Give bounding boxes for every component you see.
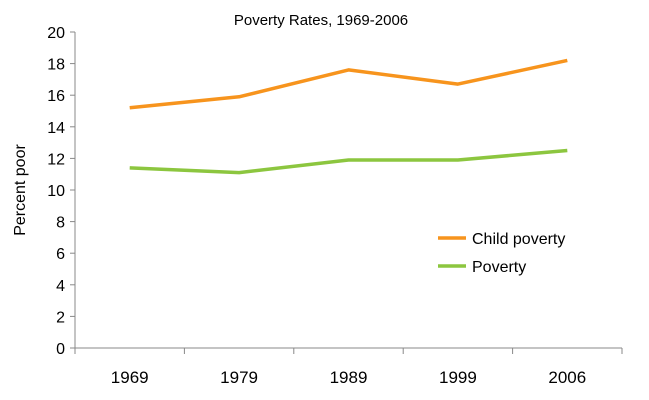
x-tick-label: 1979 <box>220 368 258 387</box>
series-group <box>129 58 568 175</box>
y-tick-label: 20 <box>47 25 65 42</box>
y-tick-label: 2 <box>56 309 65 326</box>
y-axis-ticks: 0 2 4 6 8 10 12 14 16 18 20 <box>47 25 75 358</box>
chart-title: Poverty Rates, 1969-2006 <box>234 12 408 29</box>
y-tick-label: 8 <box>56 215 65 232</box>
x-tick-label: 2006 <box>548 368 586 387</box>
y-tick-label: 12 <box>47 151 65 168</box>
legend-label: Child poverty <box>472 231 565 248</box>
y-axis-label: Percent poor <box>12 144 29 236</box>
series-line-child-poverty <box>129 58 568 110</box>
y-tick-label: 18 <box>47 57 65 74</box>
y-tick-label: 6 <box>56 246 65 263</box>
x-tick-label: 1969 <box>111 368 149 387</box>
legend-label: Poverty <box>472 259 526 276</box>
y-tick-label: 16 <box>47 88 65 105</box>
y-tick-label: 0 <box>56 341 65 358</box>
x-tick-label: 1999 <box>439 368 477 387</box>
x-axis-ticks: 1969 1979 1989 1999 2006 <box>74 348 623 387</box>
y-tick-label: 4 <box>56 278 65 295</box>
series-line-poverty <box>129 148 568 175</box>
x-tick-label: 1989 <box>330 368 368 387</box>
legend: Child poverty Poverty <box>438 231 565 276</box>
y-tick-label: 14 <box>47 120 65 137</box>
y-tick-label: 10 <box>47 183 65 200</box>
